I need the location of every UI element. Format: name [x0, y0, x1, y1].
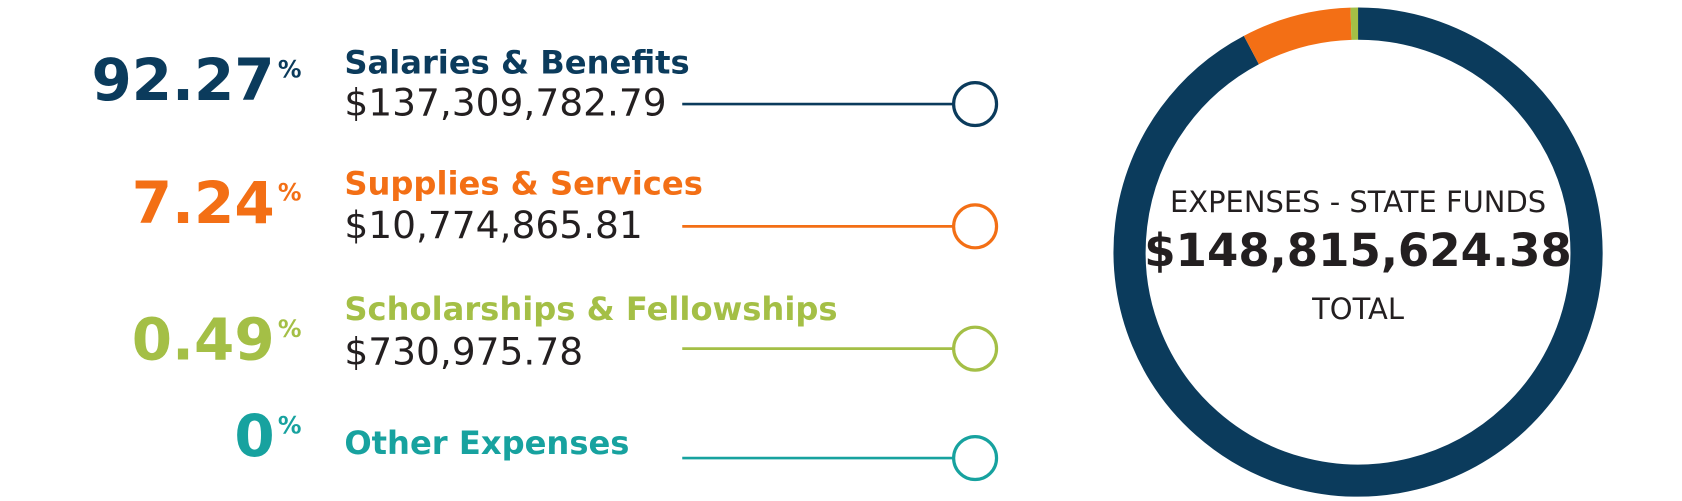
center-label: TOTAL — [1311, 292, 1404, 326]
category: Other Expenses — [344, 424, 629, 462]
marker — [952, 435, 999, 482]
percent: 0.49 — [132, 305, 275, 373]
percent-sign: % — [278, 315, 302, 343]
percent: 92.27 — [91, 46, 274, 114]
percent-sign: % — [278, 55, 302, 83]
amount: $10,774,865.81 — [344, 203, 642, 247]
total: $148,815,624.38 — [1144, 224, 1571, 277]
category: Salaries & Benefits — [344, 43, 689, 81]
percent: 7.24 — [132, 169, 275, 237]
marker — [952, 81, 999, 128]
donut-segment — [1243, 7, 1352, 65]
marker — [952, 325, 999, 372]
category: Scholarships & Fellowships — [344, 290, 837, 328]
marker — [952, 203, 999, 250]
amount: $730,975.78 — [344, 330, 583, 374]
category: Supplies & Services — [344, 165, 703, 203]
amount: $137,309,782.79 — [344, 81, 666, 125]
percent-sign: % — [278, 179, 302, 207]
center-title: EXPENSES - STATE FUNDS — [1170, 185, 1546, 219]
percent: 0 — [234, 402, 274, 470]
percent-sign: % — [278, 411, 302, 439]
donut-segment — [1113, 7, 1603, 497]
